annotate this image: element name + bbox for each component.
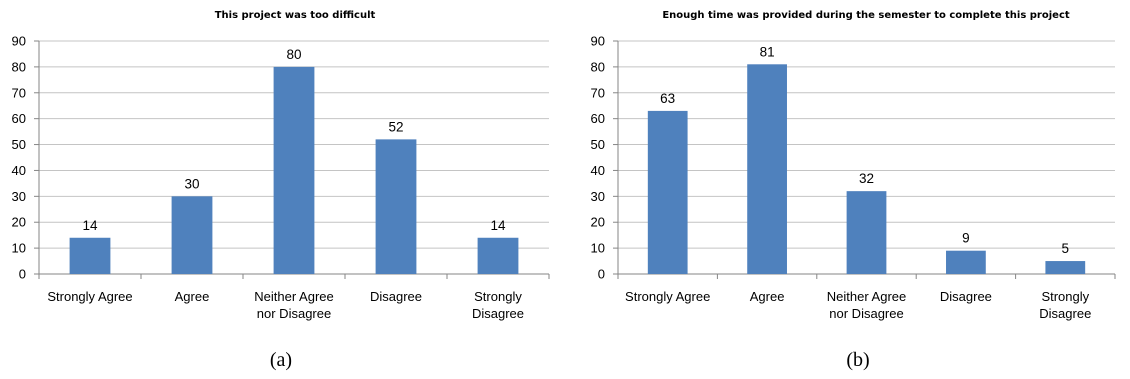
data-label: 80: [286, 47, 301, 62]
y-tick-label: 10: [12, 241, 26, 256]
y-tick-label: 30: [12, 189, 26, 204]
bar: [946, 250, 986, 274]
y-tick-label: 20: [12, 215, 26, 230]
data-label: 32: [859, 171, 874, 186]
category-label: Disagree: [940, 289, 992, 304]
data-label: 63: [660, 91, 675, 106]
y-tick-label: 0: [598, 267, 605, 282]
bar: [846, 191, 887, 274]
bar: [647, 110, 688, 275]
chart-a: This project was too difficult 0 10 20 30 40 5…: [12, 10, 550, 371]
category-label: Strongly Agree: [47, 289, 132, 304]
y-tick-label: 70: [12, 85, 26, 100]
y-tick-label: 70: [591, 85, 605, 100]
y-tick-label: 0: [19, 267, 26, 282]
bar: [477, 237, 519, 274]
data-label: 14: [82, 218, 98, 233]
bar: [171, 196, 213, 274]
bar: [375, 139, 417, 274]
data-label: 5: [1062, 241, 1070, 256]
chart-title: This project was too difficult: [215, 10, 376, 21]
data-label: 9: [962, 231, 970, 246]
bar: [1045, 261, 1086, 274]
figure-caption: (a): [270, 349, 292, 371]
y-tick-label: 90: [12, 34, 26, 49]
category-label: Strongly Disagree: [1039, 289, 1091, 321]
category-label: Strongly Agree: [625, 289, 710, 304]
y-tick-label: 20: [591, 215, 605, 230]
data-label: 14: [490, 218, 506, 233]
data-label: 81: [760, 44, 775, 59]
category-label: Neither Agree nor Disagree: [827, 289, 907, 321]
category-label: Agree: [175, 289, 210, 304]
bar: [69, 237, 111, 274]
category-label: Neither Agree nor Disagree: [254, 289, 334, 321]
bar: [747, 64, 787, 274]
y-tick-label: 10: [591, 241, 605, 256]
category-label: Strongly Disagree: [472, 289, 524, 321]
y-tick-label: 80: [12, 59, 26, 74]
chart-b: Enough time was provided during the seme…: [591, 10, 1116, 371]
y-tick-label: 40: [591, 163, 605, 178]
data-label: 52: [388, 119, 403, 134]
bar: [273, 66, 315, 274]
category-label: Disagree: [370, 289, 422, 304]
chart-title: Enough time was provided during the seme…: [662, 10, 1070, 21]
data-label: 30: [184, 176, 199, 191]
y-tick-label: 60: [591, 111, 605, 126]
y-tick-label: 80: [591, 59, 605, 74]
y-tick-label: 50: [591, 137, 605, 152]
y-tick-label: 40: [12, 163, 26, 178]
y-tick-label: 90: [591, 34, 605, 49]
y-tick-label: 30: [591, 189, 605, 204]
y-tick-label: 60: [12, 111, 26, 126]
category-label: Agree: [750, 289, 785, 304]
y-tick-label: 50: [12, 137, 26, 152]
figure-caption: (b): [846, 349, 869, 371]
